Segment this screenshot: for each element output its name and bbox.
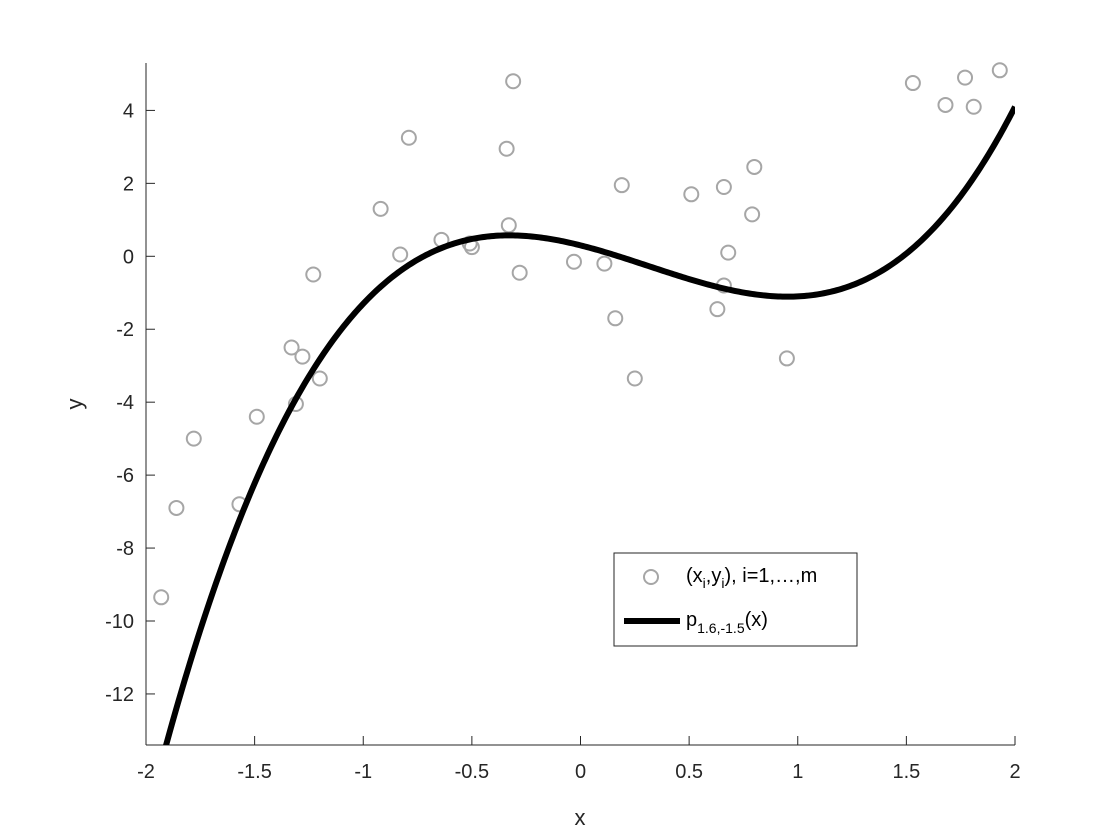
y-tick-label: 4 [123,100,134,122]
x-axis-label: x [575,805,586,830]
scatter-point [744,206,761,223]
legend: (xi,yi), i=1,…,m p1.6,-1.5(x) [613,552,858,647]
x-tick-label: 2 [1009,761,1020,783]
scatter-point [596,255,613,272]
scatter-point [294,348,311,365]
scatter-point [153,589,170,606]
y-tick-label: -6 [116,465,134,487]
scatter-point [991,62,1008,79]
scatter-point [500,217,517,234]
y-axis-label: y [62,399,87,410]
scatter-point [937,96,954,113]
y-tick-label: 0 [123,246,134,268]
scatter-point [392,246,409,263]
x-ticks: -2 -1.5 -1 -0.5 0 0.5 1 1.5 2 [137,736,1021,783]
x-tick-label: -1 [354,761,372,783]
scatter-point [904,75,921,92]
scatter-point [957,69,974,86]
scatter-point [709,301,726,318]
scatter-point [498,140,515,157]
scatter-point [778,350,795,367]
scatter-point [511,264,528,281]
x-tick-label: 1.5 [892,761,920,783]
scatter-point [746,158,763,175]
y-tick-label: -12 [105,684,134,706]
y-tick-label: -4 [116,392,134,414]
x-tick-label: -1.5 [237,761,271,783]
legend-line-label: p1.6,-1.5(x) [686,609,768,636]
scatter-point [715,179,732,195]
x-tick-label: -2 [137,761,155,783]
scatter-point [683,186,700,203]
scatter-point [720,244,737,261]
polynomial-curve [162,105,1015,745]
legend-box [613,552,858,647]
scatter-point [613,177,630,194]
scatter-point [372,200,389,217]
axes: -2 -1.5 -1 -0.5 0 0.5 1 1.5 2 -12 -10 -8 -6 -4 -2 0 2 4 [105,63,1021,783]
scatter-point [305,266,322,283]
x-tick-label: 0 [575,761,586,783]
scatter-series [153,62,1008,606]
legend-scatter-label: (xi,yi), i=1,…,m [686,565,817,591]
scatter-point [185,430,202,447]
y-ticks: -12 -10 -8 -6 -4 -2 0 2 4 [105,100,155,706]
scatter-point [565,253,582,270]
x-tick-label: -0.5 [455,761,489,783]
legend-scatter-marker [643,569,659,585]
y-tick-label: -8 [116,538,134,560]
x-tick-label: 0.5 [675,761,703,783]
y-tick-label: -2 [116,319,134,341]
scatter-point [400,129,417,146]
scatter-point [283,339,300,356]
x-tick-label: 1 [792,761,803,783]
y-tick-label: 2 [123,173,134,195]
scatter-point [505,73,522,90]
scatter-point [965,98,982,115]
y-tick-label: -10 [105,611,134,633]
scatter-point [311,370,328,387]
scatter-point [248,408,265,425]
scatter-point [168,499,185,516]
scatter-point [626,370,643,387]
scatter-point [607,310,624,327]
